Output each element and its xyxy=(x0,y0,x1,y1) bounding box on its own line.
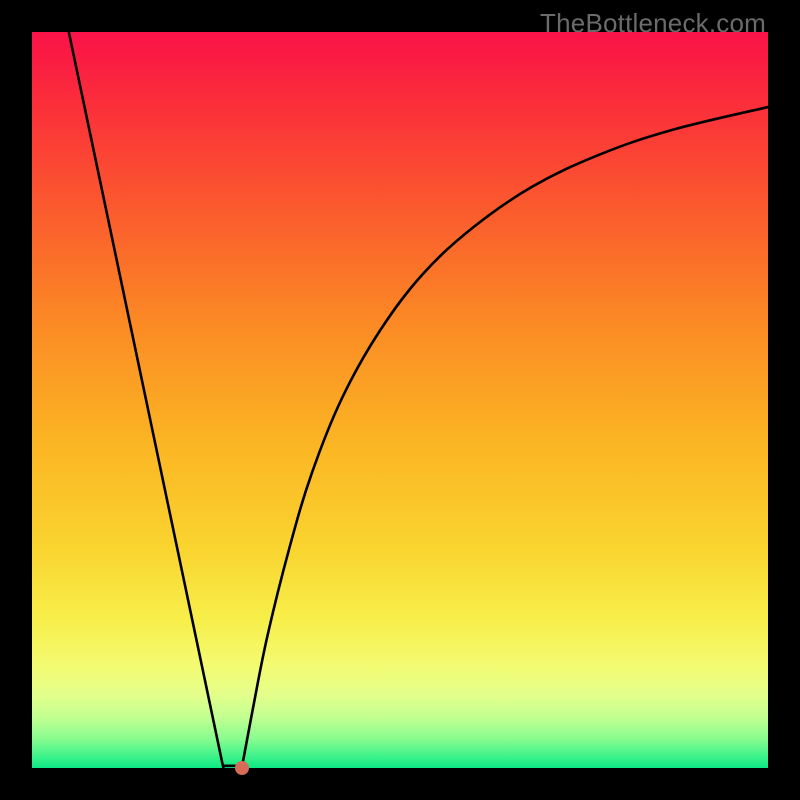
bottleneck-curve xyxy=(32,32,768,768)
curve-path xyxy=(69,32,768,772)
optimum-marker xyxy=(235,761,249,775)
plot-frame xyxy=(30,30,770,770)
watermark-text: TheBottleneck.com xyxy=(540,8,766,39)
chart-stage: TheBottleneck.com xyxy=(0,0,800,800)
